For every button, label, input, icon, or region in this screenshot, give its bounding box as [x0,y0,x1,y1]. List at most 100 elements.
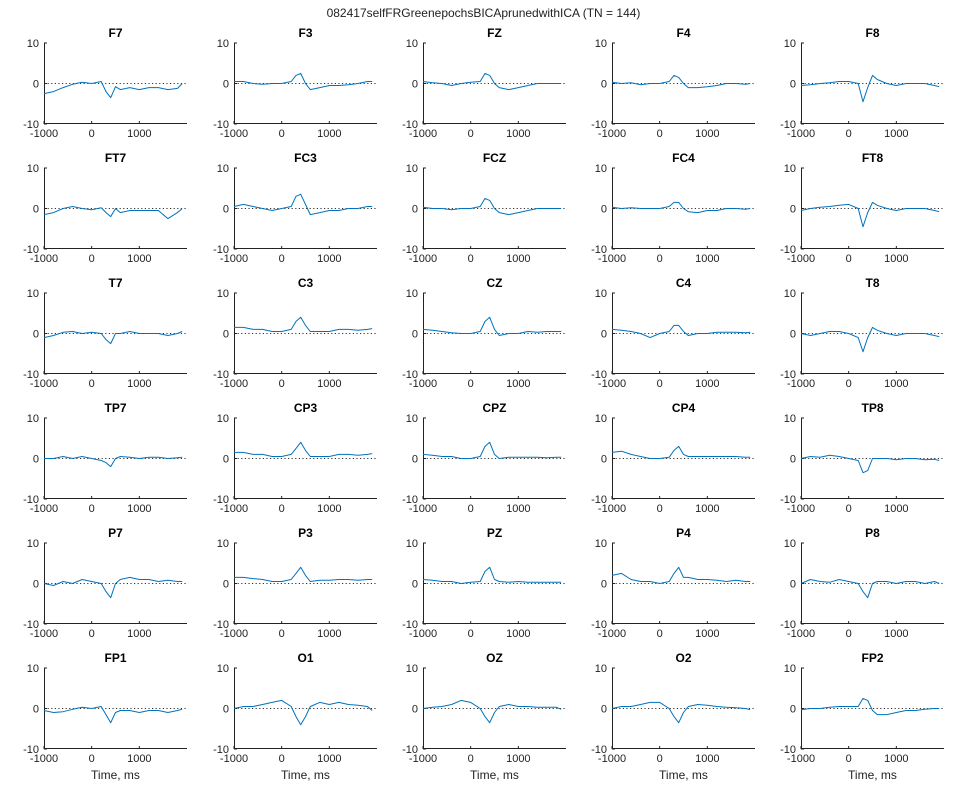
y-tick-label: -10 [591,494,607,506]
y-tick-label: 0 [33,329,39,341]
x-tick-label: 1000 [695,378,719,390]
x-tick-label: 0 [279,628,285,640]
y-tick-label: 10 [784,163,796,175]
x-tick-label: 1000 [695,503,719,515]
panel-title: O1 [297,651,313,665]
y-tick-label: 10 [406,538,418,550]
x-tick-label: 1000 [506,378,530,390]
erp-trace-p7 [43,576,183,599]
x-tick-label: 1000 [506,753,530,765]
x-tick-label: 0 [657,378,663,390]
y-tick-label: -10 [213,244,229,256]
panel-title: FZ [487,26,502,40]
panel-title: FCZ [483,151,506,165]
x-tick-label: 1000 [884,503,908,515]
x-tick-label: 1000 [884,128,908,140]
y-tick-label: 0 [33,704,39,716]
y-tick-label: 0 [790,329,796,341]
x-tick-label: 1000 [884,378,908,390]
panel-oz: OZ 10 0 -10-1000 0 1000 Time, ms [402,651,566,782]
erp-trace-fc4 [611,201,751,214]
x-tick-label: 0 [279,503,285,515]
panel-title: T8 [865,276,879,290]
x-tick-label: 1000 [695,753,719,765]
y-tick-label: 10 [27,663,39,675]
panel-f4: F4 10 0 -10-1000 0 1000 [591,26,755,140]
erp-trace-cpz [422,441,562,459]
panel-title: FT8 [862,151,884,165]
y-tick-label: -10 [402,744,418,756]
x-tick-label: -1000 [787,128,815,140]
x-tick-label: -1000 [598,378,626,390]
y-tick-label: 0 [412,329,418,341]
x-tick-label: 0 [468,503,474,515]
x-tick-label: 1000 [506,628,530,640]
x-tick-label: -1000 [30,628,58,640]
erp-trace-p4 [611,566,751,584]
y-tick-label: -10 [402,119,418,131]
x-tick-label: -1000 [220,128,248,140]
panel-p3: P3 10 0 -10-1000 0 1000 [213,526,377,640]
panel-t7: T7 10 0 -10-1000 0 1000 [23,276,187,390]
panel-title: CPZ [483,401,507,415]
y-tick-label: -10 [591,119,607,131]
panel-title: FP1 [104,651,126,665]
y-tick-label: 10 [406,163,418,175]
x-tick-label: 1000 [317,128,341,140]
x-tick-label: 0 [279,253,285,265]
erp-trace-cp3 [234,441,373,457]
x-tick-label: 1000 [317,753,341,765]
x-tick-label: -1000 [598,503,626,515]
panel-c4: C4 10 0 -10-1000 0 1000 [591,276,755,390]
x-tick-label: 0 [468,753,474,765]
y-tick-label: 10 [406,413,418,425]
x-tick-label: 0 [657,128,663,140]
x-tick-label: 1000 [127,503,151,515]
x-tick-label: 1000 [884,628,908,640]
erp-trace-oz [422,699,562,724]
y-tick-label: -10 [23,744,39,756]
panel-title: CP3 [294,401,318,415]
x-tick-label: 1000 [317,253,341,265]
y-tick-label: 10 [217,38,229,50]
panel-title: CP4 [672,401,696,415]
erp-trace-f3 [234,72,373,91]
y-tick-label: -10 [402,619,418,631]
x-tick-label: 1000 [317,378,341,390]
y-tick-label: 0 [412,579,418,591]
y-tick-label: 10 [595,288,607,300]
panel-cp3: CP3 10 0 -10-1000 0 1000 [213,401,377,515]
x-tick-label: 1000 [127,128,151,140]
panel-title: CZ [487,276,503,290]
panel-title: P4 [676,526,691,540]
x-tick-label: -1000 [409,378,437,390]
y-tick-label: -10 [23,369,39,381]
y-tick-label: 10 [595,38,607,50]
x-tick-label: -1000 [30,378,58,390]
x-tick-label: -1000 [598,128,626,140]
panel-p4: P4 10 0 -10-1000 0 1000 [591,526,755,640]
x-tick-label: 1000 [127,378,151,390]
panel-title: O2 [675,651,691,665]
y-tick-label: 0 [601,79,607,91]
y-tick-label: -10 [591,369,607,381]
y-tick-label: -10 [213,744,229,756]
x-tick-label: -1000 [787,253,815,265]
y-tick-label: -10 [23,494,39,506]
panel-p8: P8 10 0 -10-1000 0 1000 [780,526,944,640]
x-tick-label: 0 [279,128,285,140]
y-tick-label: 10 [27,413,39,425]
y-tick-label: 0 [223,579,229,591]
x-tick-label: -1000 [409,503,437,515]
erp-trace-tp8 [800,454,940,474]
y-tick-label: 0 [790,79,796,91]
erp-trace-f7 [43,81,183,99]
x-tick-label: 0 [657,628,663,640]
x-tick-label: -1000 [598,753,626,765]
x-tick-label: 1000 [317,628,341,640]
y-tick-label: -10 [213,119,229,131]
x-tick-label: -1000 [409,253,437,265]
x-axis-label: Time, ms [848,768,897,782]
x-tick-label: 1000 [127,753,151,765]
x-tick-label: 1000 [695,628,719,640]
